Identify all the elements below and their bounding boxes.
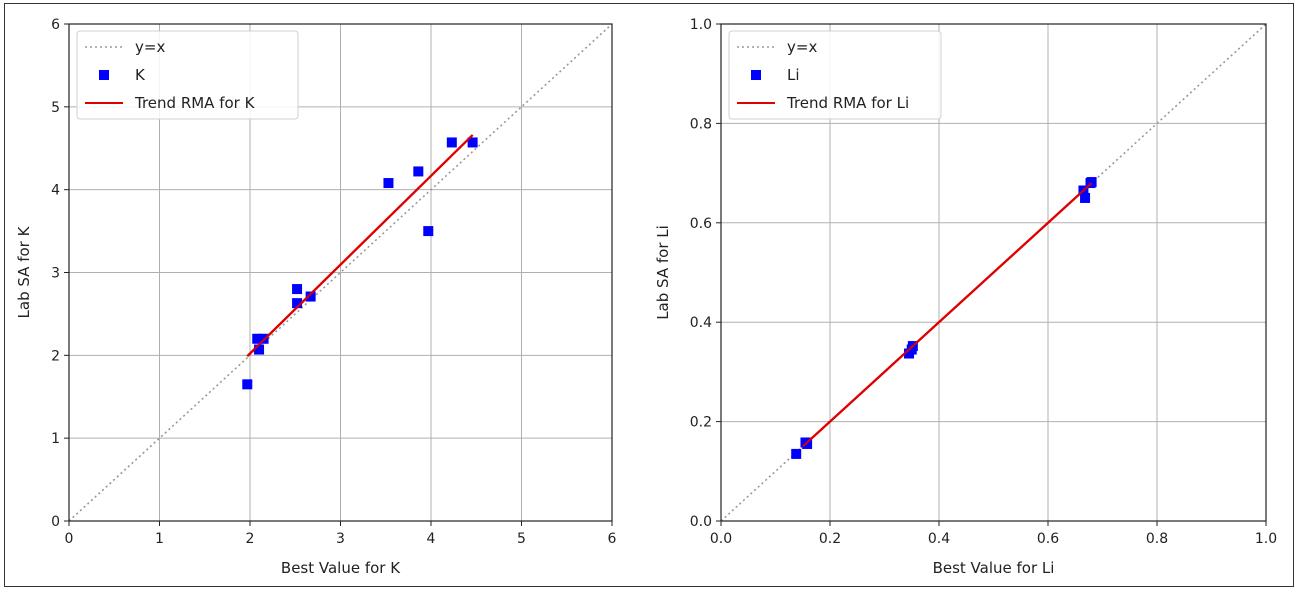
data-point [242,379,253,390]
data-point [1080,192,1091,203]
legend-label: y=x [787,38,817,56]
legend-label: Trend RMA for K [134,94,256,112]
legend: y=x Li Trend RMA for Li [728,30,942,120]
x-tick-label: 0.0 [710,531,732,547]
data-point [446,137,457,148]
figure-frame [4,3,1294,587]
x-tick-label: 1 [155,531,164,547]
legend: y=x K Trend RMA for K [76,30,299,120]
legend-swatch-points [751,70,761,80]
chart-2: 0.0 0.2 0.4 0.6 0.8 1.0 0.0 0.2 0.4 0.6 0.8 1.0 Best… [654,17,1277,577]
legend-label: Li [787,66,800,84]
data-point [467,137,478,148]
data-point [292,298,303,309]
plot-series [69,24,612,521]
y-tick-label: 0.8 [690,116,712,132]
y-tick-label: 1.0 [690,17,712,33]
data-point [802,438,813,449]
x-tick-label: 0.2 [819,531,841,547]
data-point [305,291,316,302]
x-tick-label: 0.4 [928,531,950,547]
trend-line-overlay [246,134,474,357]
legend-box [76,30,299,120]
legend-label: Trend RMA for Li [786,94,909,112]
legend-label: y=x [135,38,165,56]
y-axis-label: Lab SA for Li [654,225,672,320]
axes-frame [68,23,613,522]
data-point [423,226,434,237]
trend-line-overlay [802,182,1093,448]
y-tick-label: 0.4 [690,315,712,331]
data-point [791,448,802,459]
y-tick-label: 0.6 [690,216,712,232]
y-axis-label: Lab SA for K [15,225,33,318]
x-tick-label: 5 [517,531,526,547]
legend-swatch-points [99,70,109,80]
y-tick-label: 0 [51,514,60,530]
y-tick-label: 3 [51,266,60,282]
legend-label: K [135,66,146,84]
x-tick-label: 0.6 [1037,531,1059,547]
x-axis-label: Best Value for Li [933,559,1055,577]
data-point [252,333,263,344]
data-point [254,344,265,355]
x-tick-label: 3 [336,531,345,547]
x-tick-label: 2 [246,531,255,547]
data-point [383,178,394,189]
x-tick-label: 4 [427,531,436,547]
chart-1: 0 1 2 3 4 5 6 0 1 2 3 4 5 6 Best Value for K Lab SA for… [15,17,617,577]
y-tick-label: 6 [51,17,60,33]
y-tick-label: 4 [51,183,60,199]
axes-frame [720,23,1267,522]
x-tick-label: 1.0 [1255,531,1277,547]
x-axis-label: Best Value for K [281,559,401,577]
y-tick-label: 0.0 [690,514,712,530]
legend-box [728,30,942,120]
y-tick-label: 5 [51,100,60,116]
y-tick-label: 2 [51,348,60,364]
data-point [1086,177,1097,188]
plot-series [721,24,1266,521]
x-tick-label: 6 [608,531,617,547]
x-tick-label: 0 [65,531,74,547]
x-tick-label: 0.8 [1146,531,1168,547]
y-tick-label: 0.2 [690,415,712,431]
y-tick-label: 1 [51,431,60,447]
data-point [292,284,303,295]
data-point [413,166,424,177]
